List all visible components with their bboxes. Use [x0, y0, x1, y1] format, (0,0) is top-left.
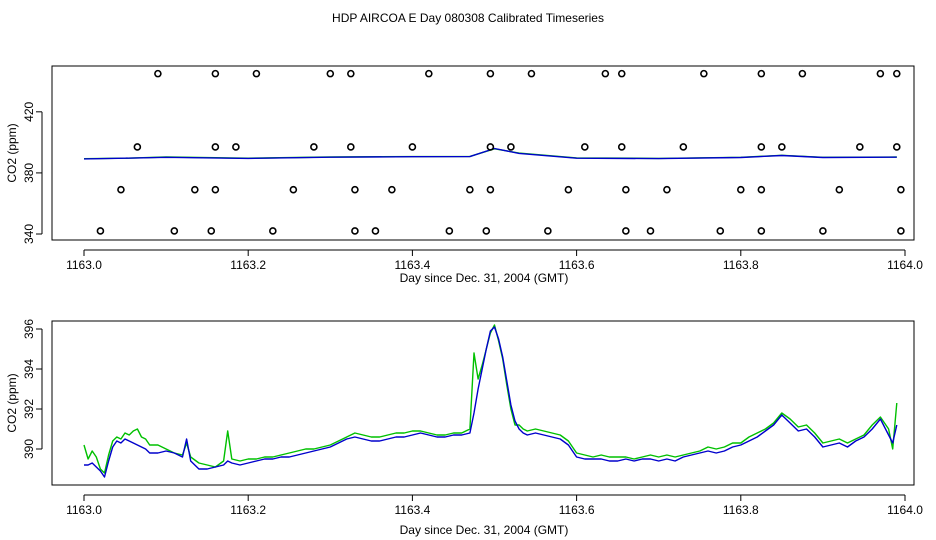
top-scatter-point	[757, 185, 766, 194]
bottom-x-tick-label: 1163.4	[394, 503, 430, 517]
top-scatter-point	[347, 69, 355, 78]
top-scatter-point	[408, 143, 417, 151]
bottom-x-tick-label: 1164.0	[887, 503, 923, 517]
top-x-axis-label: Day since Dec. 31, 2004 (GMT)	[400, 271, 569, 285]
top-scatter-point	[117, 185, 125, 194]
top-scatter-point	[757, 227, 766, 235]
top-scatter-point	[211, 185, 220, 194]
top-scatter-point	[289, 185, 298, 194]
top-scatter-point	[798, 69, 807, 78]
top-scatter-point	[486, 185, 495, 194]
top-scatter-point	[211, 143, 220, 151]
bottom-y-tick-label: 396	[22, 319, 36, 339]
top-y-tick-label: 420	[22, 101, 36, 121]
top-panel: 1163.0 1163.2 1163.4 1163.6 1163.8 1164.0 340 3…	[5, 65, 923, 285]
top-scatter-point	[425, 69, 433, 78]
top-scatter-point	[445, 227, 454, 235]
top-scatter-point	[646, 227, 655, 235]
top-scatter-point	[154, 69, 162, 78]
top-x-tick-label: 1163.6	[559, 258, 595, 272]
top-scatter-point	[897, 185, 905, 194]
top-x-tick-label: 1164.0	[887, 258, 923, 272]
top-y-axis-label: CO2 (ppm)	[5, 123, 19, 182]
bottom-x-tick-label: 1163.8	[723, 503, 759, 517]
top-scatter-point	[310, 143, 318, 151]
top-scatter-point	[96, 227, 105, 235]
bottom-series-layer	[83, 324, 898, 478]
top-scatter-point	[617, 143, 626, 151]
top-scatter-point	[170, 227, 179, 235]
top-scatter-point	[716, 227, 725, 235]
top-scatter-point	[486, 143, 495, 151]
bottom-y-tick-label: 392	[22, 399, 36, 419]
top-scatter-point	[897, 227, 905, 235]
top-scatter-point	[876, 69, 885, 78]
bottom-axes: 1163.0 1163.2 1163.4 1163.6 1163.8 1164.0 390 3…	[22, 319, 923, 517]
top-scatter-point	[351, 185, 359, 194]
top-axes: 1163.0 1163.2 1163.4 1163.6 1163.8 1164.0 340 3…	[22, 101, 923, 272]
top-scatter-point	[207, 227, 216, 235]
top-scatter-point	[892, 69, 901, 78]
top-scatter-point	[892, 143, 901, 151]
top-scatter-point	[326, 69, 335, 78]
top-series-line-1	[83, 147, 897, 160]
top-scatter-point	[507, 143, 515, 151]
top-series-layer	[83, 69, 905, 235]
top-scatter-point	[371, 227, 380, 235]
top-scatter-point	[252, 69, 261, 78]
top-scatter-point	[466, 185, 474, 194]
top-scatter-point	[211, 69, 220, 78]
top-scatter-point	[663, 185, 671, 194]
top-scatter-point	[835, 185, 844, 194]
top-scatter-point	[527, 69, 536, 78]
bottom-plot-frame	[51, 320, 915, 486]
top-scatter-point	[757, 69, 766, 78]
top-scatter-point	[486, 69, 495, 78]
top-scatter-point	[778, 143, 786, 151]
top-scatter-point	[544, 227, 552, 235]
top-scatter-point	[856, 143, 864, 151]
bottom-y-tick-label: 390	[22, 439, 36, 459]
top-plot-frame	[51, 65, 915, 241]
bottom-panel: 1163.0 1163.2 1163.4 1163.6 1163.8 1164.0 390 3…	[5, 319, 923, 537]
top-scatter-point	[581, 143, 589, 151]
top-y-tick-label: 340	[22, 224, 36, 244]
top-scatter-point	[617, 69, 626, 78]
bottom-x-tick-label: 1163.0	[66, 503, 102, 517]
top-scatter-point	[482, 227, 491, 235]
top-scatter-point	[232, 143, 240, 151]
top-scatter-point	[601, 69, 610, 78]
top-x-tick-label: 1163.4	[394, 258, 430, 272]
top-scatter-point	[622, 227, 630, 235]
top-scatter-point	[351, 227, 359, 235]
top-scatter-point	[269, 227, 277, 235]
top-scatter-point	[622, 185, 630, 194]
top-x-tick-label: 1163.2	[230, 258, 266, 272]
top-scatter-point	[819, 227, 827, 235]
top-y-tick-label: 380	[22, 163, 36, 183]
top-scatter-point	[133, 143, 142, 151]
top-scatter-point	[757, 143, 766, 151]
bottom-series-line-1	[84, 326, 898, 478]
top-scatter-point	[564, 185, 573, 194]
top-scatter-point	[347, 143, 355, 151]
top-scatter-point	[388, 185, 396, 194]
bottom-y-axis-label: CO2 (ppm)	[5, 373, 19, 432]
chart-title: HDP AIRCOA E Day 080308 Calibrated Times…	[332, 11, 604, 25]
top-scatter-point	[736, 185, 745, 194]
top-x-tick-label: 1163.8	[723, 258, 759, 272]
top-scatter-point	[191, 185, 199, 194]
bottom-x-tick-label: 1163.2	[230, 503, 266, 517]
bottom-x-tick-label: 1163.6	[559, 503, 595, 517]
top-scatter-point	[679, 143, 688, 151]
top-x-tick-label: 1163.0	[66, 258, 102, 272]
bottom-y-tick-label: 394	[22, 359, 36, 379]
bottom-x-axis-label: Day since Dec. 31, 2004 (GMT)	[400, 523, 569, 537]
bottom-series-line-0	[83, 324, 898, 474]
top-scatter-point	[700, 69, 708, 78]
